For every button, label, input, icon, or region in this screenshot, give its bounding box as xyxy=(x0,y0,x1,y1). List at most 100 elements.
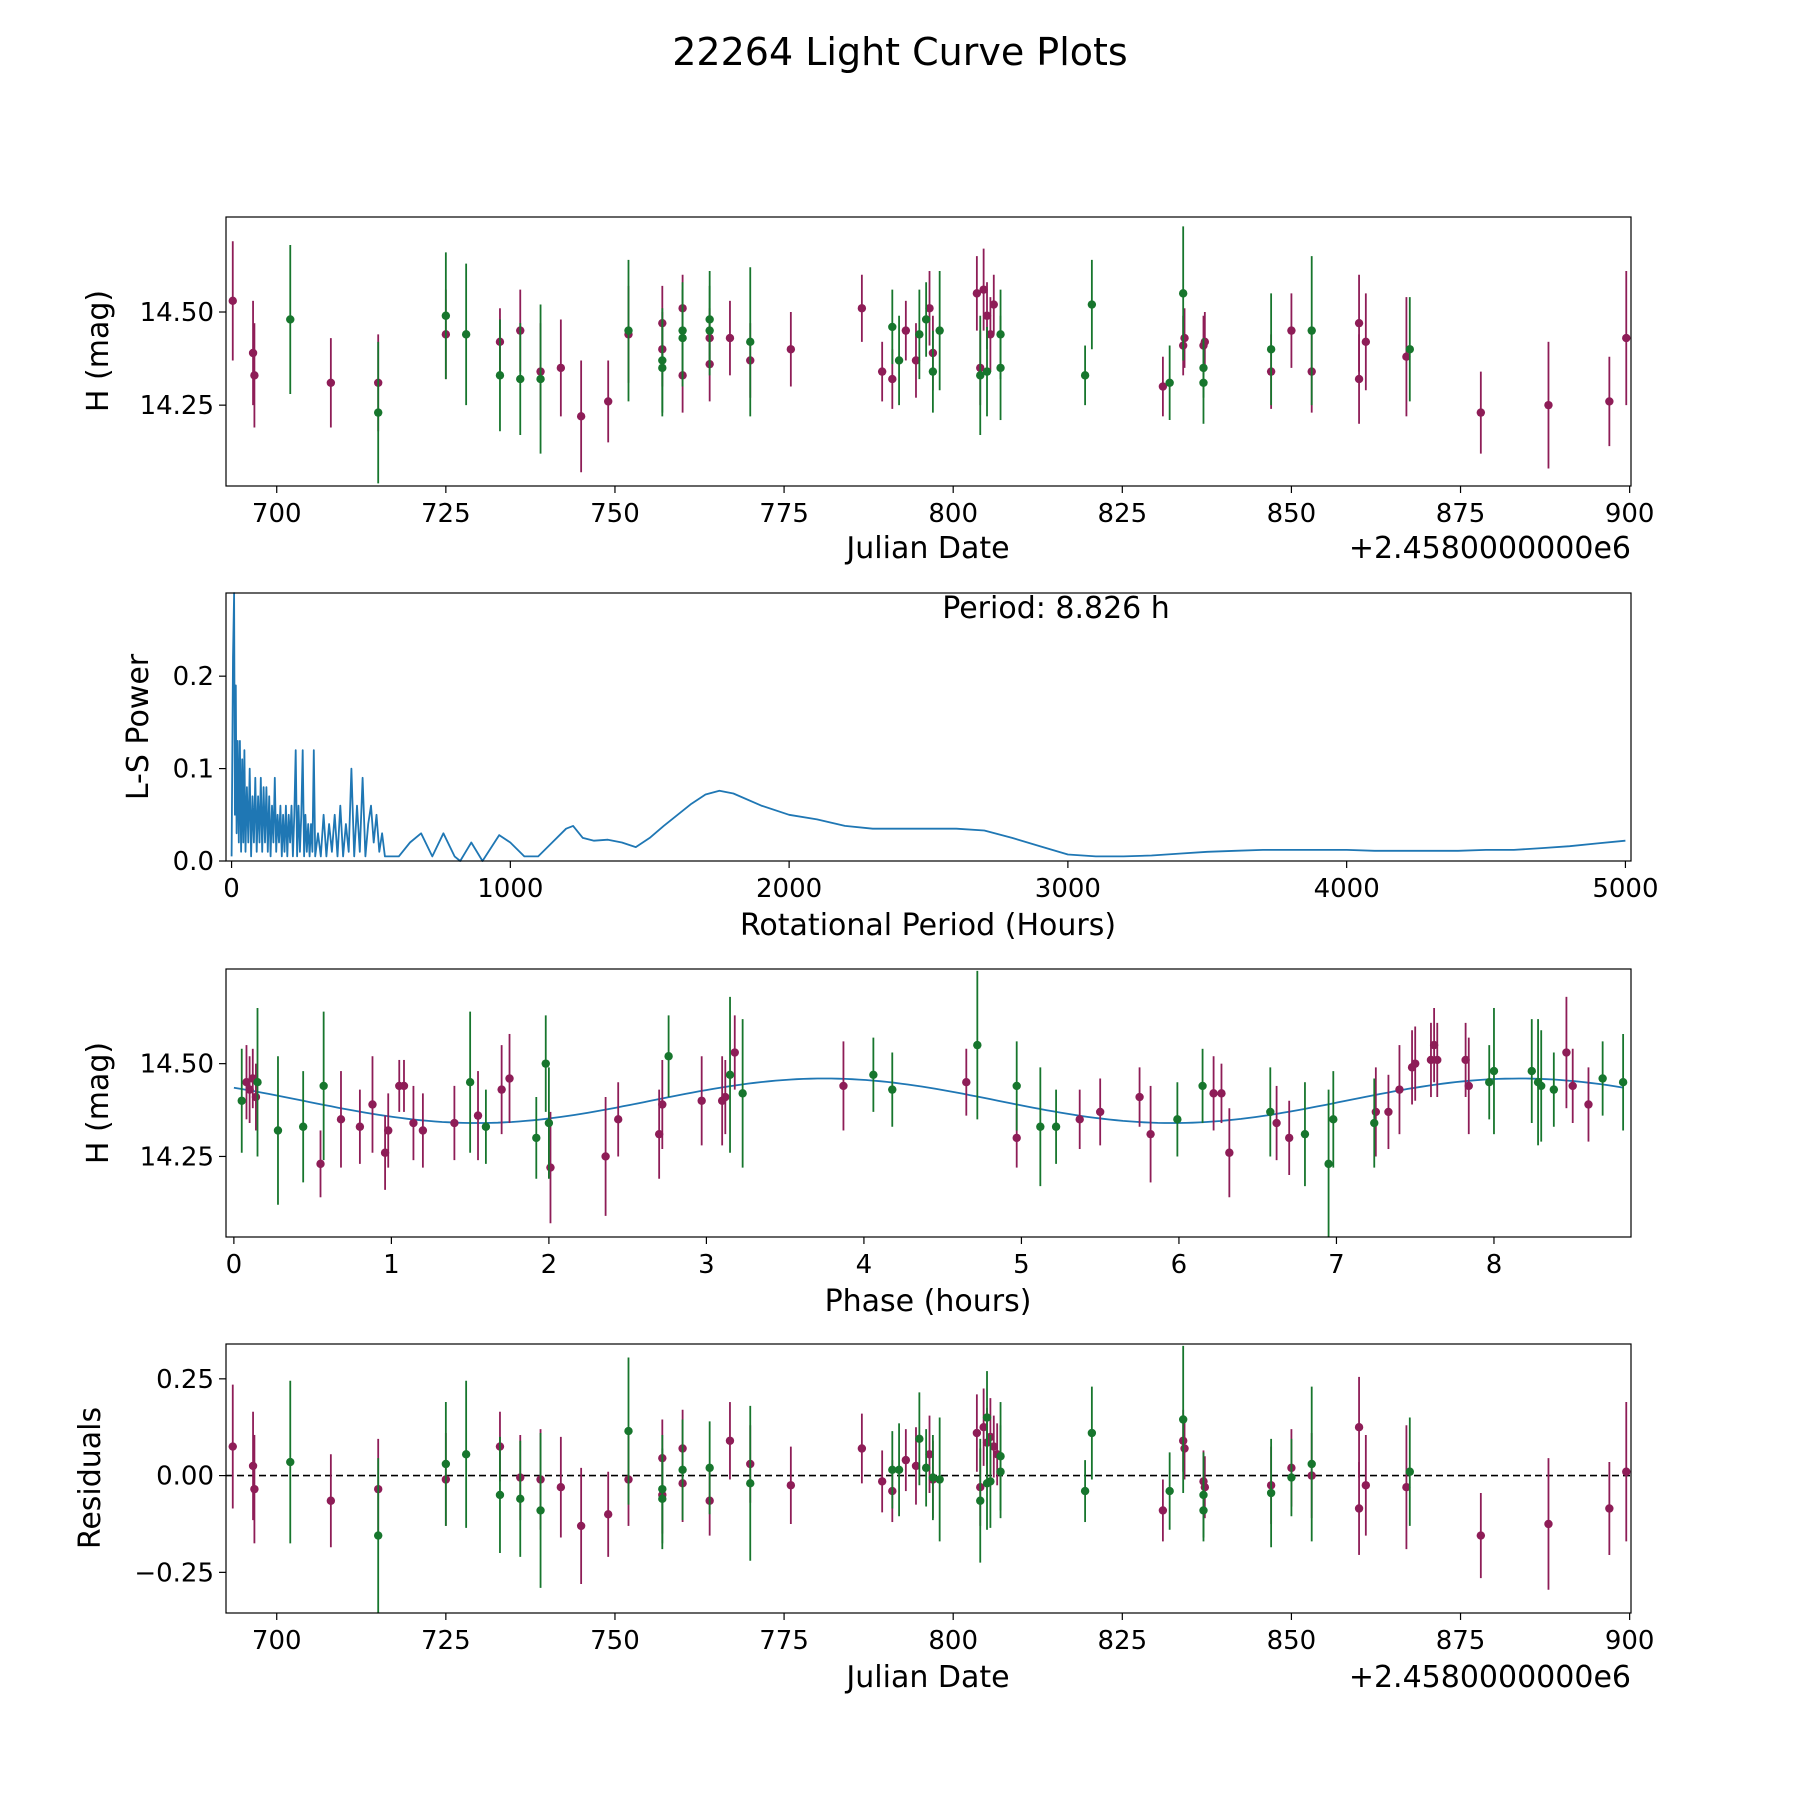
residuals-xtick-label: 875 xyxy=(1436,1626,1486,1656)
residuals-magenta-point xyxy=(1158,1506,1168,1515)
lightcurve-offset-label: +2.4580000000e6 xyxy=(1349,531,1631,566)
phase-green-point xyxy=(1618,1078,1628,1087)
lightcurve-magenta-point xyxy=(1354,374,1364,384)
phase-green-point xyxy=(725,1070,735,1079)
residuals-green-point xyxy=(1266,1488,1276,1498)
phase-xtick-label: 2 xyxy=(541,1250,558,1280)
lightcurve-magenta-point xyxy=(1361,337,1371,347)
residuals-xtick-label: 900 xyxy=(1605,1626,1655,1656)
residuals-green-point xyxy=(1405,1467,1414,1476)
residuals-green-point xyxy=(1287,1473,1296,1482)
phase-green-point xyxy=(1012,1081,1021,1091)
lightcurve-green-point xyxy=(921,315,931,324)
residuals-magenta-point xyxy=(576,1521,586,1531)
phase-magenta-point xyxy=(242,1078,251,1087)
lightcurve-magenta-point xyxy=(901,326,911,335)
lightcurve-green-point xyxy=(935,326,944,335)
residuals-ylabel: Residuals xyxy=(73,1407,108,1549)
phase-green-point xyxy=(738,1089,747,1098)
lightcurve-green-point xyxy=(1266,345,1276,354)
residuals-magenta-point xyxy=(1622,1467,1631,1476)
phase-magenta-point xyxy=(505,1074,514,1083)
lightcurve-magenta-point xyxy=(1402,352,1411,361)
residuals-magenta-point xyxy=(979,1423,988,1432)
lightcurve-magenta-point xyxy=(786,345,796,354)
lightcurve-magenta-point xyxy=(725,333,735,343)
periodogram-xtick-label: 3000 xyxy=(1035,874,1101,904)
lightcurve-magenta-point xyxy=(1200,337,1210,347)
phase-magenta-point xyxy=(1429,1040,1439,1050)
phase-green-point xyxy=(1036,1122,1045,1131)
residuals-green-point xyxy=(705,1463,714,1473)
lightcurve-panel: 700 725 750 775 800 825 850 875 900 14.25 14.50 Ju… xyxy=(81,216,1655,566)
phase-xtick-label: 6 xyxy=(1171,1250,1188,1280)
periodogram-axes-frame xyxy=(225,592,1632,862)
lightcurve-green-point xyxy=(461,330,471,339)
phase-green-point xyxy=(1324,1159,1333,1169)
residuals-green-point xyxy=(678,1465,687,1474)
phase-magenta-point xyxy=(380,1148,390,1157)
lightcurve-magenta-point xyxy=(1180,333,1189,343)
phase-magenta-point xyxy=(245,1085,254,1094)
phase-magenta-point xyxy=(1217,1089,1226,1098)
phase-magenta-point xyxy=(1584,1100,1593,1109)
lightcurve-magenta-point xyxy=(1354,318,1364,328)
phase-green-point xyxy=(481,1122,491,1131)
lightcurve-green-point xyxy=(705,326,714,335)
lightcurve-magenta-point xyxy=(888,374,897,384)
phase-magenta-point xyxy=(450,1118,459,1128)
lightcurve-xtick-label: 725 xyxy=(421,499,471,529)
residuals-green-point xyxy=(888,1465,897,1474)
periodogram-ytick-label: 0.2 xyxy=(173,662,214,692)
residuals-magenta-point xyxy=(925,1450,934,1459)
lightcurve-magenta-point xyxy=(925,304,934,313)
phase-magenta-point xyxy=(355,1122,365,1131)
phase-green-point xyxy=(253,1078,262,1087)
periodogram-xtick-label: 0 xyxy=(223,874,240,904)
phase-magenta-point xyxy=(721,1092,730,1102)
lightcurve-xtick-label: 900 xyxy=(1605,499,1655,529)
periodogram-ylabel: L-S Power xyxy=(121,653,156,800)
phase-green-point xyxy=(1266,1107,1275,1117)
phase-green-point xyxy=(319,1081,328,1091)
lightcurve-green-point xyxy=(374,408,383,417)
residuals-green-point xyxy=(928,1473,938,1482)
phase-ytick-label: 14.25 xyxy=(140,1142,214,1172)
lightcurve-green-point xyxy=(894,356,904,365)
phase-magenta-point xyxy=(654,1129,664,1139)
phase-ytick-label: 14.50 xyxy=(140,1050,214,1080)
residuals-magenta-point xyxy=(857,1444,867,1453)
phase-magenta-point xyxy=(1135,1092,1144,1102)
phase-green-point xyxy=(869,1070,878,1079)
lightcurve-green-point xyxy=(746,337,755,347)
residuals-xtick-label: 700 xyxy=(252,1626,302,1656)
residuals-magenta-point xyxy=(603,1510,613,1519)
lightcurve-xlabel: Julian Date xyxy=(844,531,1009,566)
lightcurve-magenta-point xyxy=(972,289,982,298)
phase-magenta-point xyxy=(601,1152,610,1161)
phase-green-point xyxy=(973,1040,982,1050)
phase-magenta-point xyxy=(1395,1085,1404,1094)
lightcurve-xtick-label: 800 xyxy=(928,499,978,529)
periodogram-ytick-label: 0.0 xyxy=(173,847,214,877)
phase-magenta-point xyxy=(614,1115,623,1124)
lightcurve-axes-frame xyxy=(225,216,1632,487)
lightcurve-magenta-point xyxy=(911,356,921,365)
phase-axes-frame xyxy=(225,968,1632,1238)
periodogram-xlabel: Rotational Period (Hours) xyxy=(740,908,1116,943)
phase-magenta-point xyxy=(1285,1133,1294,1143)
phase-green-point xyxy=(541,1059,550,1068)
residuals-green-point xyxy=(461,1450,471,1459)
phase-magenta-point xyxy=(839,1081,848,1091)
residuals-magenta-point xyxy=(1354,1423,1364,1432)
lightcurve-magenta-point xyxy=(1544,400,1553,410)
lightcurve-green-point xyxy=(1178,289,1188,298)
phase-green-point xyxy=(1489,1066,1499,1076)
phase-magenta-point xyxy=(546,1163,555,1172)
residuals-ytick-label: 0.00 xyxy=(156,1462,214,1492)
residuals-magenta-point xyxy=(725,1436,735,1445)
lightcurve-green-point xyxy=(976,371,985,380)
residuals-green-point xyxy=(286,1457,295,1467)
phase-ylabel: H (mag) xyxy=(81,1042,116,1164)
residuals-ytick-label: 0.25 xyxy=(156,1365,214,1395)
